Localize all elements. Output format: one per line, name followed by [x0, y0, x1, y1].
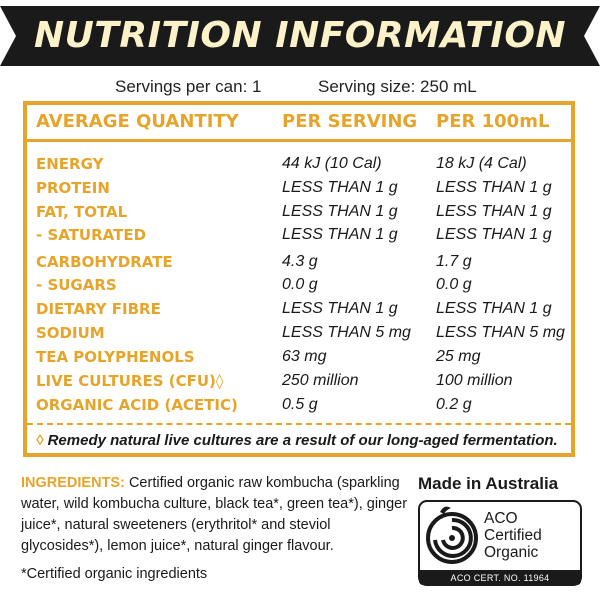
nutrient-name: - SUGARS: [36, 276, 117, 294]
per-serving-value: 0.0 g: [282, 276, 318, 293]
per-serving-value: LESS THAN 1 g: [282, 226, 398, 243]
table-row: CARBOHYDRATE 4.3 g 1.7 g: [27, 250, 571, 274]
nutrient-name: ENERGY: [36, 155, 104, 173]
footnote-mark: ◊: [36, 432, 44, 449]
footnote-text: Remedy natural live cultures are a resul…: [43, 432, 558, 449]
per-serving-value: LESS THAN 1 g: [282, 300, 398, 317]
aco-line-1: ACO: [484, 510, 518, 527]
nutrient-name: SODIUM: [36, 324, 105, 342]
table-row: SODIUM LESS THAN 5 mg LESS THAN 5 mg: [27, 321, 571, 345]
nutrient-name: - SATURATED: [36, 226, 147, 244]
nutrient-name: PROTEIN: [36, 179, 110, 197]
per-100ml-value: 25 mg: [436, 348, 481, 365]
table-row: LIVE CULTURES (CFU)◊ 250 million 100 mil…: [27, 369, 571, 393]
table-row: ORGANIC ACID (ACETIC) 0.5 g 0.2 g: [27, 393, 571, 417]
nutrient-name: FAT, TOTAL: [36, 203, 128, 221]
nutrient-name: LIVE CULTURES (CFU)◊: [36, 372, 224, 390]
per-serving-value: LESS THAN 5 mg: [282, 324, 411, 341]
per-serving-value: LESS THAN 1 g: [282, 179, 398, 196]
per-100ml-value: 0.0 g: [436, 276, 472, 293]
nutrient-name: TEA POLYPHENOLS: [36, 348, 195, 366]
aco-cert-number: ACO CERT. NO. 11964: [450, 573, 550, 583]
aco-line-3: Organic: [484, 544, 539, 561]
serving-size: Serving size: 250 mL: [318, 77, 477, 96]
per-100ml-value: LESS THAN 1 g: [436, 300, 552, 317]
per-serving-value: 0.5 g: [282, 396, 318, 413]
dashed-divider: [27, 423, 571, 425]
title-banner: NUTRITION INFORMATION: [0, 6, 600, 66]
per-100ml-value: LESS THAN 1 g: [436, 179, 552, 196]
nutrition-table: AVERAGE QUANTITY PER SERVING PER 100mL E…: [23, 101, 575, 457]
certified-organic-note: *Certified organic ingredients: [21, 566, 208, 582]
table-row: - SATURATED LESS THAN 1 g LESS THAN 1 g: [27, 223, 571, 247]
per-100ml-value: 1.7 g: [436, 253, 472, 270]
table-row: PROTEIN LESS THAN 1 g LESS THAN 1 g: [27, 176, 571, 200]
ingredients-list: Certified organic raw kombucha (sparklin…: [21, 475, 408, 554]
per-100ml-value: LESS THAN 1 g: [436, 226, 552, 243]
per-serving-value: 44 kJ (10 Cal): [282, 155, 382, 172]
live-cultures-footnote: ◊ Remedy natural live cultures are a res…: [36, 431, 566, 451]
servings-per-can: Servings per can: 1: [115, 77, 262, 96]
header-average-quantity: AVERAGE QUANTITY: [36, 111, 239, 132]
page-title: NUTRITION INFORMATION: [33, 15, 567, 56]
banner-ribbon-shape: [0, 6, 600, 66]
ingredients-label: INGREDIENTS:: [21, 475, 125, 491]
header-per-serving: PER SERVING: [282, 111, 418, 132]
per-100ml-value: LESS THAN 5 mg: [436, 324, 565, 341]
aco-logo-graphic: [418, 500, 582, 586]
table-row: FAT, TOTAL LESS THAN 1 g LESS THAN 1 g: [27, 200, 571, 224]
per-100ml-value: 0.2 g: [436, 396, 472, 413]
header-per-100ml: PER 100mL: [436, 111, 550, 132]
per-100ml-value: 100 million: [436, 372, 513, 389]
per-serving-value: LESS THAN 1 g: [282, 203, 398, 220]
table-row: ENERGY 44 kJ (10 Cal) 18 kJ (4 Cal): [27, 152, 571, 176]
aco-certified-organic-logo-icon: ACO Certified Organic ACO CERT. NO. 1196…: [418, 500, 582, 586]
table-header: AVERAGE QUANTITY PER SERVING PER 100mL: [27, 105, 571, 142]
aco-line-2: Certified: [484, 527, 542, 544]
made-in-australia: Made in Australia: [418, 474, 559, 493]
table-row: DIETARY FIBRE LESS THAN 1 g LESS THAN 1 …: [27, 297, 571, 321]
per-100ml-value: LESS THAN 1 g: [436, 203, 552, 220]
ingredients-text: INGREDIENTS: Certified organic raw kombu…: [21, 473, 411, 557]
per-serving-value: 63 mg: [282, 348, 327, 365]
table-row: - SUGARS 0.0 g 0.0 g: [27, 273, 571, 297]
per-100ml-value: 18 kJ (4 Cal): [436, 155, 527, 172]
per-serving-value: 250 million: [282, 372, 359, 389]
per-serving-value: 4.3 g: [282, 253, 318, 270]
nutrient-name: ORGANIC ACID (ACETIC): [36, 396, 238, 414]
nutrient-name: DIETARY FIBRE: [36, 300, 161, 318]
nutrient-name: CARBOHYDRATE: [36, 253, 173, 271]
table-row: TEA POLYPHENOLS 63 mg 25 mg: [27, 345, 571, 369]
